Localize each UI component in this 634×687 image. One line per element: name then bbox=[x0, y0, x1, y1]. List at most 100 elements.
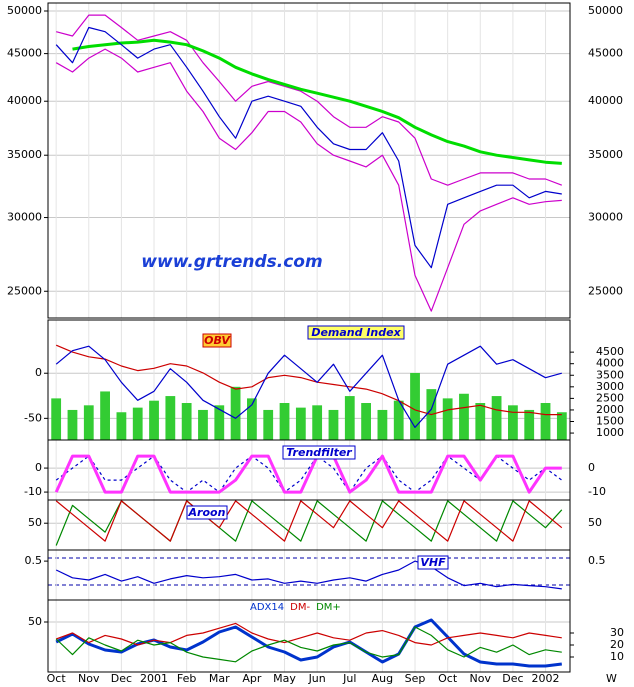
volume-bar bbox=[279, 403, 290, 440]
panel-label: Trendfilter bbox=[286, 446, 352, 459]
volume-bar bbox=[100, 391, 110, 440]
panel-label-box bbox=[282, 445, 356, 460]
series-line bbox=[55, 344, 562, 416]
x-tick-label: 2002 bbox=[532, 672, 560, 685]
y-tick-label: 0 bbox=[35, 461, 42, 474]
series-line bbox=[56, 14, 563, 186]
y2-tick-label: 4000 bbox=[596, 357, 624, 370]
y-tick-label-right: 0.5 bbox=[588, 554, 606, 567]
y2-tick-label: 10 bbox=[610, 650, 624, 663]
legend-entry: DM+ bbox=[316, 602, 341, 613]
legend-entry: ADX14 bbox=[250, 602, 284, 613]
series-line bbox=[55, 500, 563, 542]
x-tick-label: 2001 bbox=[140, 672, 168, 685]
y2-tick-label: 1500 bbox=[596, 415, 624, 428]
volume-bar bbox=[247, 398, 257, 440]
volume-bar bbox=[149, 400, 159, 440]
y-tick-label-right: 50 bbox=[588, 516, 602, 529]
series-line bbox=[55, 26, 562, 269]
x-tick-label: Jul bbox=[342, 672, 356, 685]
x-tick-label: May bbox=[273, 672, 296, 685]
panel: 25000 25000 30000 30000 35000 35000 40000 40000… bbox=[7, 2, 623, 319]
volume-bar bbox=[83, 405, 94, 440]
x-tick-label: Aug bbox=[372, 672, 393, 685]
y-tick-label: 35000 bbox=[7, 148, 42, 161]
series-line bbox=[55, 48, 562, 312]
panel-label-box bbox=[202, 333, 232, 348]
series-line bbox=[54, 454, 562, 494]
volume-bar bbox=[181, 403, 192, 440]
y-tick-label: -10 bbox=[24, 485, 42, 498]
x-tick-label: Nov bbox=[78, 672, 100, 685]
y2-tick-label: 1000 bbox=[596, 426, 624, 439]
panel-frame bbox=[47, 599, 571, 673]
volume-bar bbox=[459, 393, 469, 440]
volume-bar bbox=[312, 405, 323, 440]
y-tick-label-right: 25000 bbox=[588, 284, 623, 297]
panel-label: VHF bbox=[420, 556, 446, 569]
x-tick-label: Sep bbox=[405, 672, 426, 685]
volume-bar bbox=[132, 407, 143, 440]
y-tick-label-right: 40000 bbox=[588, 94, 623, 107]
volume-bar bbox=[393, 400, 404, 440]
x-tick-label: Feb bbox=[177, 672, 196, 685]
volume-bar bbox=[295, 407, 306, 440]
series-line bbox=[55, 345, 562, 428]
x-tick-label: Oct bbox=[47, 672, 67, 685]
y-tick-label: 0.5 bbox=[25, 554, 43, 567]
legend-entry: DM- bbox=[290, 602, 310, 613]
volume-bar bbox=[263, 409, 274, 440]
x-tick-label: Jun bbox=[308, 672, 326, 685]
y2-tick-label: 3000 bbox=[596, 380, 624, 393]
volume-bar bbox=[377, 409, 388, 440]
y-tick-label: 45000 bbox=[7, 47, 42, 60]
volume-bar bbox=[67, 409, 78, 440]
panel-label: Aroon bbox=[188, 506, 226, 519]
x-tick-label: Dec bbox=[502, 672, 523, 685]
y2-tick-label: 4500 bbox=[596, 345, 624, 358]
series-line bbox=[72, 38, 562, 165]
volume-bar bbox=[361, 403, 371, 440]
y-tick-label: 50000 bbox=[7, 4, 42, 17]
volume-bar bbox=[116, 412, 127, 440]
x-tick-label: Nov bbox=[470, 672, 492, 685]
corner-text: W bbox=[606, 672, 617, 685]
volume-bar bbox=[556, 412, 567, 440]
y2-tick-label: 2500 bbox=[596, 391, 624, 404]
panel-label-box bbox=[307, 325, 405, 340]
y-tick-label-right: 45000 bbox=[588, 47, 623, 60]
volume-bar bbox=[214, 405, 225, 440]
panel-label-box bbox=[417, 555, 449, 570]
y-tick-label: 0 bbox=[35, 366, 42, 379]
y2-tick-label: 3500 bbox=[596, 368, 624, 381]
series-line bbox=[55, 622, 562, 646]
volume-bar bbox=[344, 396, 355, 440]
y-tick-label: 50 bbox=[28, 615, 42, 628]
y-tick-label: 25000 bbox=[7, 284, 42, 297]
y2-tick-label: 30 bbox=[610, 626, 624, 639]
y2-tick-label: 20 bbox=[610, 638, 624, 651]
volume-bar bbox=[230, 386, 241, 440]
panel-label: OBV bbox=[204, 334, 231, 347]
y-tick-label: -50 bbox=[24, 411, 42, 424]
volume-bar bbox=[328, 409, 339, 440]
series-line bbox=[55, 455, 563, 493]
y-tick-label-right: -10 bbox=[588, 485, 606, 498]
x-tick-label: Oct bbox=[438, 672, 458, 685]
y-tick-label: 50 bbox=[28, 516, 42, 529]
y-tick-label-right: 0 bbox=[588, 461, 595, 474]
panel-label: Demand Index bbox=[311, 326, 401, 339]
series-line bbox=[55, 560, 562, 590]
volume-bar bbox=[508, 405, 518, 440]
volume-bar bbox=[198, 409, 208, 440]
panel-label-box bbox=[186, 505, 228, 520]
volume-bar bbox=[540, 403, 551, 440]
watermark: www.grtrends.com bbox=[141, 252, 322, 272]
panel-frame bbox=[47, 2, 571, 319]
y-tick-label-right: 30000 bbox=[588, 211, 623, 224]
y2-tick-label: 2000 bbox=[596, 403, 624, 416]
